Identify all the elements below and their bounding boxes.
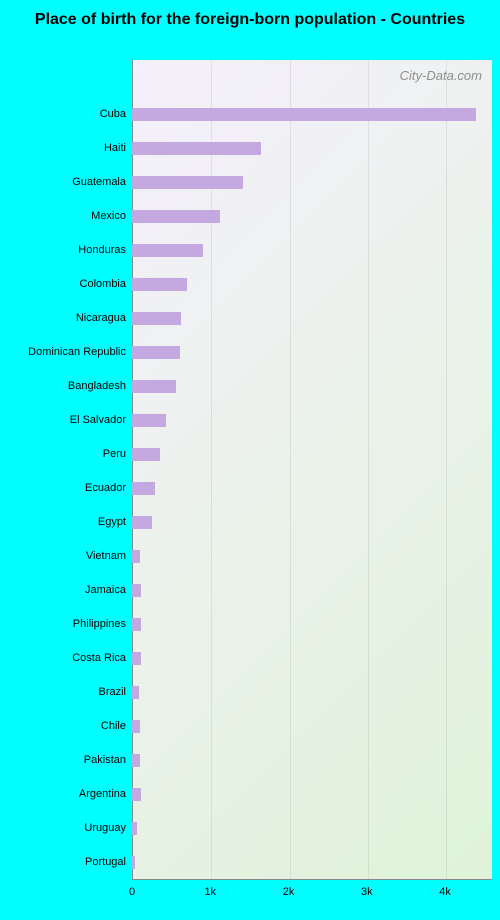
page-root: Place of birth for the foreign-born popu… [0,0,500,920]
bar-label: Mexico [0,210,126,223]
bar-label: Portugal [0,856,126,869]
bar-label: Peru [0,448,126,461]
bar-rect [132,482,155,495]
x-tick-label: 1k [204,886,216,898]
bar-rect [132,788,141,801]
chart-title: Place of birth for the foreign-born popu… [0,10,500,30]
x-tick-label: 0 [129,886,135,898]
bar-label: Cuba [0,108,126,121]
bar-row: Cuba [0,108,500,121]
bar-rect [132,278,187,291]
bar-row: Vietnam [0,550,500,563]
bar-row: Dominican Republic [0,346,500,359]
bar-label: Philippines [0,618,126,631]
bar-rect [132,720,140,733]
bar-row: Haiti [0,142,500,155]
bar-row: Guatemala [0,176,500,189]
bar-rect [132,822,137,835]
bar-row: Costa Rica [0,652,500,665]
bar-rect [132,448,160,461]
bar-row: Ecuador [0,482,500,495]
bar-rect [132,516,152,529]
bar-rect [132,244,203,257]
bar-row: El Salvador [0,414,500,427]
bar-row: Honduras [0,244,500,257]
watermark-label: City-Data.com [400,68,482,83]
chart-container: City-Data.com 0 1k 2k 3k 4k Cuba Haiti Guatema… [0,60,500,910]
bar-label: Nicaragua [0,312,126,325]
bar-rect [132,618,141,631]
bar-rect [132,380,176,393]
bar-row: Jamaica [0,584,500,597]
x-tick-label: 4k [439,886,451,898]
bar-row: Peru [0,448,500,461]
bar-label: Vietnam [0,550,126,563]
bar-row: Colombia [0,278,500,291]
bar-row: Chile [0,720,500,733]
bar-rect [132,346,180,359]
x-tick-label: 3k [361,886,373,898]
bar-label: El Salvador [0,414,126,427]
bar-label: Chile [0,720,126,733]
bar-label: Brazil [0,686,126,699]
bar-row: Bangladesh [0,380,500,393]
bar-rect [132,108,476,121]
bar-rect [132,550,140,563]
bar-row: Philippines [0,618,500,631]
bar-label: Uruguay [0,822,126,835]
x-axis-ticks: 0 1k 2k 3k 4k [132,882,492,910]
bar-row: Pakistan [0,754,500,767]
bar-row: Mexico [0,210,500,223]
bar-rect [132,856,135,869]
bar-label: Argentina [0,788,126,801]
bar-row: Brazil [0,686,500,699]
bar-row: Nicaragua [0,312,500,325]
bar-label: Jamaica [0,584,126,597]
bar-row: Egypt [0,516,500,529]
bar-label: Costa Rica [0,652,126,665]
bar-rect [132,584,141,597]
bar-label: Ecuador [0,482,126,495]
bar-rect [132,142,261,155]
bar-label: Egypt [0,516,126,529]
bar-label: Dominican Republic [0,346,126,359]
bar-label: Haiti [0,142,126,155]
bar-label: Bangladesh [0,380,126,393]
bar-row: Uruguay [0,822,500,835]
bar-rect [132,312,181,325]
bar-rect [132,754,140,767]
bar-rect [132,210,220,223]
bar-label: Guatemala [0,176,126,189]
bar-rect [132,414,166,427]
bar-label: Pakistan [0,754,126,767]
bar-label: Honduras [0,244,126,257]
bar-label: Colombia [0,278,126,291]
bar-rect [132,686,139,699]
bar-row: Argentina [0,788,500,801]
x-tick-label: 2k [283,886,295,898]
bar-rect [132,652,141,665]
bar-row: Portugal [0,856,500,869]
bar-rect [132,176,243,189]
